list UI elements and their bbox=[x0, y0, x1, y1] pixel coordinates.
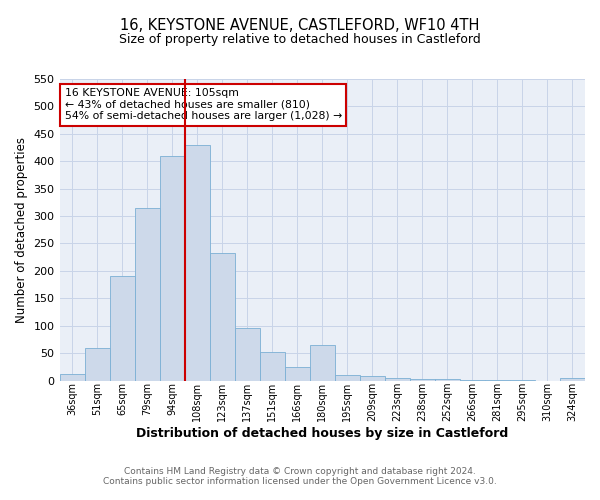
Bar bbox=[209, 253, 235, 380]
Bar bbox=[260, 352, 285, 380]
Bar bbox=[285, 367, 310, 380]
X-axis label: Distribution of detached houses by size in Castleford: Distribution of detached houses by size … bbox=[136, 427, 508, 440]
Bar bbox=[385, 378, 410, 380]
Bar bbox=[560, 378, 585, 380]
Text: 16 KEYSTONE AVENUE: 105sqm
← 43% of detached houses are smaller (810)
54% of sem: 16 KEYSTONE AVENUE: 105sqm ← 43% of deta… bbox=[65, 88, 342, 121]
Bar bbox=[310, 345, 335, 380]
Bar bbox=[160, 156, 185, 380]
Bar bbox=[59, 374, 85, 380]
Bar bbox=[185, 145, 209, 380]
Bar bbox=[85, 348, 110, 380]
Bar bbox=[134, 208, 160, 380]
Text: Contains HM Land Registry data © Crown copyright and database right 2024.: Contains HM Land Registry data © Crown c… bbox=[124, 467, 476, 476]
Bar bbox=[335, 375, 360, 380]
Text: Size of property relative to detached houses in Castleford: Size of property relative to detached ho… bbox=[119, 32, 481, 46]
Y-axis label: Number of detached properties: Number of detached properties bbox=[15, 137, 28, 323]
Bar bbox=[235, 328, 260, 380]
Text: Contains public sector information licensed under the Open Government Licence v3: Contains public sector information licen… bbox=[103, 477, 497, 486]
Bar bbox=[110, 276, 134, 380]
Text: 16, KEYSTONE AVENUE, CASTLEFORD, WF10 4TH: 16, KEYSTONE AVENUE, CASTLEFORD, WF10 4T… bbox=[121, 18, 479, 32]
Bar bbox=[360, 376, 385, 380]
